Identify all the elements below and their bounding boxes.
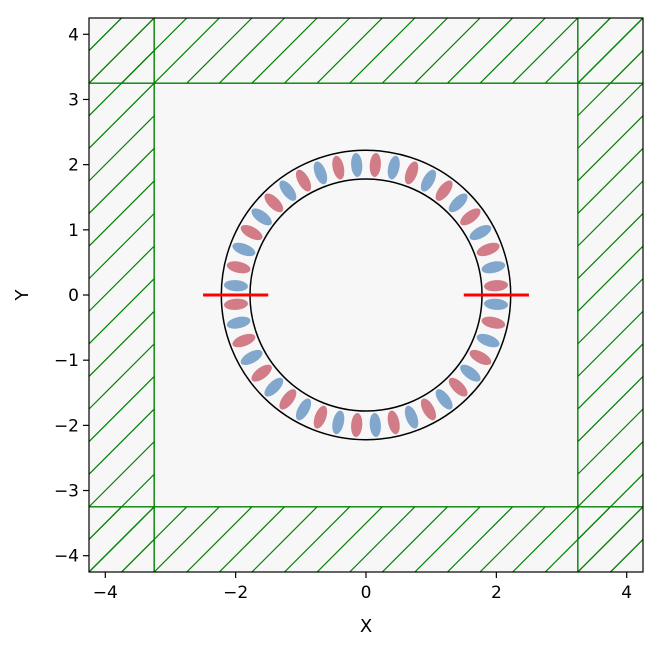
- mode-lobe: [469, 224, 492, 241]
- y-tick-label: 3: [68, 90, 79, 110]
- mode-lobe: [313, 405, 328, 429]
- mode-lobe: [387, 155, 400, 180]
- mode-lobe: [226, 316, 251, 329]
- y-tick-label: −4: [54, 547, 79, 567]
- mode-lobe: [484, 298, 509, 310]
- x-tick-label: −2: [223, 583, 248, 603]
- y-tick-label: 0: [68, 286, 79, 306]
- mode-lobe: [351, 152, 363, 177]
- mode-lobe: [279, 180, 297, 201]
- mode-lobe: [469, 349, 492, 366]
- mode-lobe: [460, 208, 481, 226]
- y-tick-label: 4: [68, 25, 79, 45]
- mode-lobe: [435, 180, 453, 201]
- axes: −4 −2 0 2 4 −4 −3 −2 −1 0 1 2 3 4: [54, 17, 644, 603]
- mode-lobe: [476, 333, 500, 348]
- mode-lobe: [313, 161, 328, 185]
- mode-lobe: [332, 155, 345, 180]
- mode-lobe: [369, 152, 381, 177]
- mode-lobe: [448, 377, 468, 397]
- mode-lobe: [448, 193, 468, 213]
- mode-lobe: [481, 261, 506, 274]
- y-tick-label: −3: [54, 482, 79, 502]
- mode-lobe: [387, 410, 400, 435]
- mode-lobe: [264, 377, 284, 397]
- pml-hatching: [89, 18, 643, 572]
- x-tick-label: −4: [93, 583, 118, 603]
- mode-lobe: [251, 208, 272, 226]
- pml-left: [89, 18, 155, 572]
- mode-lobe: [484, 280, 509, 292]
- x-tick-label: 0: [361, 583, 372, 603]
- pml-right: [577, 18, 643, 572]
- field-background: [89, 18, 643, 572]
- x-axis-label: X: [360, 616, 372, 637]
- mode-lobe: [264, 193, 284, 213]
- mode-lobe: [435, 389, 453, 410]
- mode-lobe: [476, 242, 500, 257]
- mode-lobe: [279, 389, 297, 410]
- mode-lobe: [251, 364, 272, 382]
- mode-lobe: [232, 333, 256, 348]
- mode-lobe: [240, 349, 263, 366]
- mode-lobe: [404, 161, 419, 185]
- mode-lobe: [420, 398, 437, 421]
- mode-lobe: [240, 224, 263, 241]
- mode-lobe: [369, 413, 381, 438]
- mode-lobe: [295, 169, 312, 192]
- mode-lobe: [332, 410, 345, 435]
- y-tick-label: −2: [54, 416, 79, 436]
- y-tick-label: 2: [68, 156, 79, 176]
- mode-lobe: [226, 261, 251, 274]
- mode-lobe: [295, 398, 312, 421]
- plot-area: [89, 18, 643, 572]
- mode-lobe: [232, 242, 256, 257]
- mode-lobe: [351, 413, 363, 438]
- x-tick-label: 4: [621, 583, 632, 603]
- x-tick-label: 2: [491, 583, 502, 603]
- mode-lobe: [223, 280, 248, 292]
- mode-lobe: [420, 169, 437, 192]
- mode-lobe: [481, 316, 506, 329]
- mode-lobe: [404, 405, 419, 429]
- y-tick-label: 1: [68, 221, 79, 241]
- mode-lobe: [223, 298, 248, 310]
- mode-lobe: [460, 364, 481, 382]
- y-axis-label: Y: [12, 289, 33, 302]
- y-tick-label: −1: [54, 351, 79, 371]
